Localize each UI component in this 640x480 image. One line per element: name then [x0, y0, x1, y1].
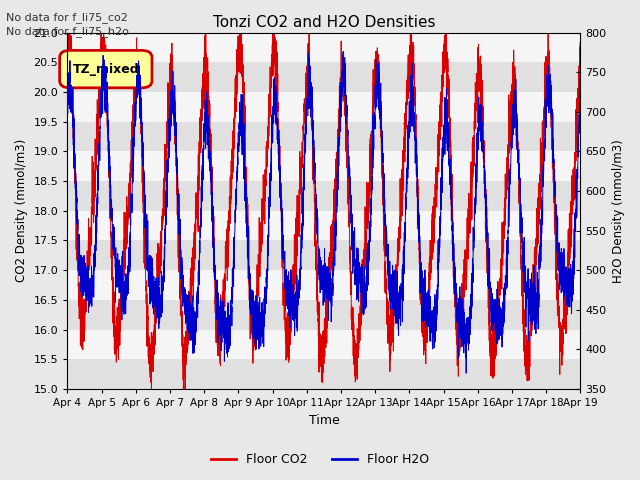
Bar [67, 240, 580, 270]
Bar [67, 92, 580, 121]
Bar [67, 151, 580, 181]
Bar [67, 121, 580, 151]
Title: Tonzi CO2 and H2O Densities: Tonzi CO2 and H2O Densities [212, 15, 435, 30]
X-axis label: Time: Time [308, 414, 339, 427]
Bar [67, 62, 580, 92]
Bar [67, 33, 580, 62]
Bar [67, 211, 580, 240]
Y-axis label: CO2 Density (mmol/m3): CO2 Density (mmol/m3) [15, 139, 28, 282]
Bar [67, 181, 580, 211]
Bar [67, 270, 580, 300]
Legend: Floor CO2, Floor H2O: Floor CO2, Floor H2O [205, 448, 435, 471]
Bar [67, 300, 580, 330]
Bar [67, 330, 580, 360]
Bar [67, 360, 580, 389]
Text: TZ_mixed: TZ_mixed [72, 63, 139, 76]
Text: No data for f_li75_h2o: No data for f_li75_h2o [6, 26, 129, 37]
Text: No data for f_li75_co2: No data for f_li75_co2 [6, 12, 128, 23]
Y-axis label: H2O Density (mmol/m3): H2O Density (mmol/m3) [612, 139, 625, 283]
FancyBboxPatch shape [60, 50, 152, 88]
